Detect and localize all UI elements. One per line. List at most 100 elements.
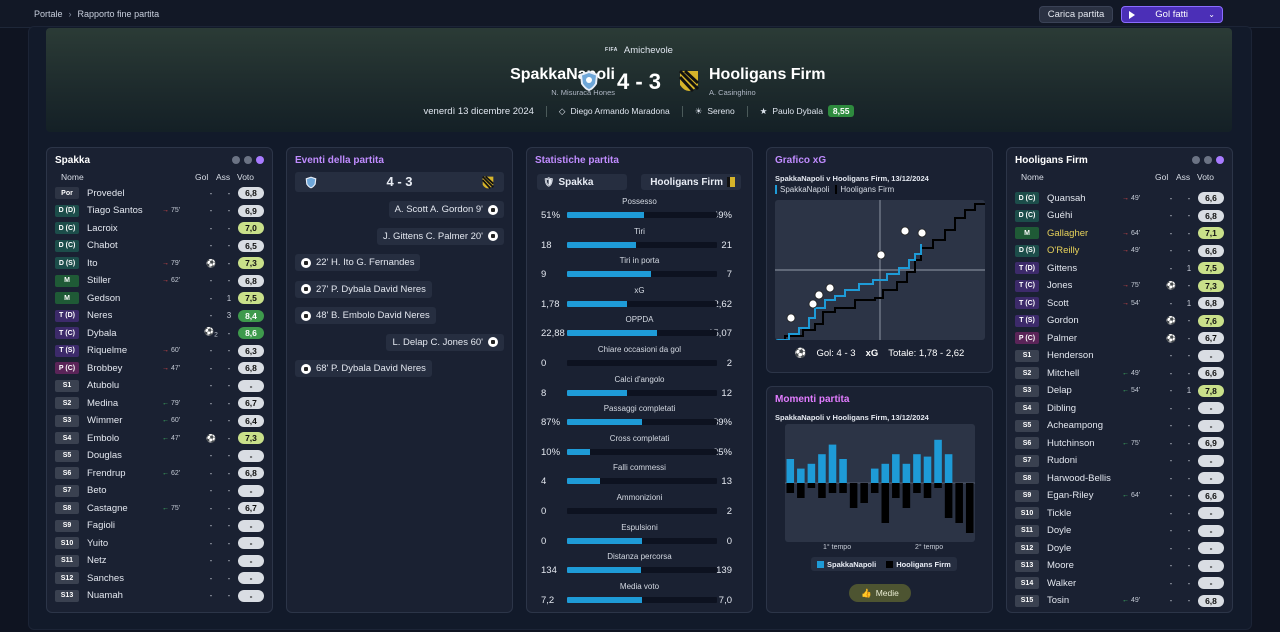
col-rating[interactable]: Voto bbox=[1197, 172, 1215, 182]
dot-icon[interactable] bbox=[256, 156, 264, 164]
player-name[interactable]: Tiago Santos bbox=[87, 205, 143, 216]
player-name[interactable]: Stiller bbox=[87, 275, 111, 286]
table-row[interactable]: S4 Embolo ← 47' ⚽ -7,3 bbox=[55, 430, 264, 446]
table-row[interactable]: S13 Nuamah - - - bbox=[55, 588, 264, 604]
averages-button[interactable]: 👍 Medie bbox=[849, 584, 911, 602]
player-name[interactable]: Tickle bbox=[1047, 507, 1072, 519]
away-team-name[interactable]: Hooligans Firm bbox=[709, 66, 826, 83]
table-row[interactable]: T (D) Neres - 3 8,4 bbox=[55, 308, 264, 324]
table-row[interactable]: S3 Wimmer ← 60' - -6,4 bbox=[55, 413, 264, 429]
player-name[interactable]: Ito bbox=[87, 257, 98, 269]
table-row[interactable]: S15 Tosin ← 49' - -6,8 bbox=[1015, 593, 1224, 609]
table-row[interactable]: P (C) Palmer ⚽ -6,7 bbox=[1015, 330, 1224, 346]
view-toggle[interactable] bbox=[232, 156, 264, 164]
table-row[interactable]: M Gedson - 1 7,5 bbox=[55, 290, 264, 306]
player-name[interactable]: Jones bbox=[1047, 280, 1073, 291]
table-row[interactable]: S6 Frendrup ← 62' - -6,8 bbox=[55, 465, 264, 481]
col-assists[interactable]: Ass bbox=[216, 172, 231, 182]
stats-away-tab[interactable]: Hooligans Firm bbox=[641, 174, 741, 190]
table-row[interactable]: S8 Harwood-Bellis - - - bbox=[1015, 470, 1224, 486]
event-item[interactable]: J. Gittens C. Palmer 20' bbox=[376, 227, 504, 245]
dot-icon[interactable] bbox=[232, 156, 240, 164]
player-name[interactable]: O'Reilly bbox=[1047, 245, 1080, 256]
player-name[interactable]: Gedson bbox=[87, 292, 121, 304]
player-name[interactable]: Medina bbox=[87, 397, 119, 409]
table-row[interactable]: D (S) O'Reilly → 49' - -6,6 bbox=[1015, 243, 1224, 259]
table-row[interactable]: M Stiller → 62' - -6,8 bbox=[55, 273, 264, 289]
home-team-name[interactable]: SpakkaNapoli bbox=[510, 66, 615, 83]
dot-icon[interactable] bbox=[1204, 156, 1212, 164]
player-name[interactable]: Beto bbox=[87, 485, 107, 496]
event-item[interactable]: L. Delap C. Jones 60' bbox=[386, 333, 504, 351]
player-name[interactable]: Neres bbox=[87, 310, 113, 321]
player-name[interactable]: Brobbey bbox=[87, 362, 123, 374]
table-row[interactable]: S12 Doyle - - - bbox=[1015, 540, 1224, 556]
table-row[interactable]: T (C) Jones → 75' ⚽ -7,3 bbox=[1015, 278, 1224, 294]
event-item[interactable]: 68' P. Dybala David Neres bbox=[295, 360, 432, 377]
player-name[interactable]: Lacroix bbox=[87, 222, 118, 234]
col-rating[interactable]: Voto bbox=[237, 172, 255, 182]
player-name[interactable]: Egan-Riley bbox=[1047, 490, 1094, 501]
table-row[interactable]: D (C) Quansah → 49' - -6,6 bbox=[1015, 190, 1224, 206]
table-row[interactable]: S5 Douglas - - - bbox=[55, 448, 264, 464]
table-row[interactable]: D (C) Lacroix - -7,0 bbox=[55, 220, 264, 236]
table-row[interactable]: D (S) Ito → 79' ⚽ -7,3 bbox=[55, 255, 264, 271]
player-name[interactable]: Yuito bbox=[87, 537, 109, 549]
table-row[interactable]: S13 Moore - - - bbox=[1015, 558, 1224, 574]
event-item[interactable]: 22' H. Ito G. Fernandes bbox=[295, 254, 421, 271]
player-name[interactable]: Hutchinson bbox=[1047, 437, 1095, 449]
stats-home-tab[interactable]: 🛡 Spakka bbox=[537, 174, 627, 190]
event-item[interactable]: A. Scott A. Gordon 9' bbox=[388, 201, 504, 218]
table-row[interactable]: D (D) Tiago Santos → 75' - -6,9 bbox=[55, 203, 264, 219]
table-row[interactable]: S12 Sanches - - - bbox=[55, 570, 264, 586]
table-row[interactable]: S10 Tickle - - - bbox=[1015, 505, 1224, 521]
player-name[interactable]: Netz bbox=[87, 555, 107, 566]
event-item[interactable]: 27' P. Dybala David Neres bbox=[295, 280, 432, 298]
player-name[interactable]: Dybala bbox=[87, 327, 117, 339]
table-row[interactable]: S1 Henderson - - - bbox=[1015, 348, 1224, 364]
table-row[interactable]: S7 Rudoni - - - bbox=[1015, 453, 1224, 469]
table-row[interactable]: S3 Delap ← 54' -1 7,8 bbox=[1015, 383, 1224, 399]
table-row[interactable]: S11 Netz - - - bbox=[55, 553, 264, 569]
table-row[interactable]: M Gallagher → 64' - -7,1 bbox=[1015, 225, 1224, 241]
player-name[interactable]: Walker bbox=[1047, 577, 1077, 589]
player-name[interactable]: Nuamah bbox=[87, 590, 123, 601]
player-name[interactable]: Palmer bbox=[1047, 332, 1078, 344]
player-name[interactable]: Doyle bbox=[1047, 525, 1072, 536]
player-name[interactable]: Atubolu bbox=[87, 380, 120, 391]
player-name[interactable]: Doyle bbox=[1047, 542, 1072, 554]
player-name[interactable]: Gallagher bbox=[1047, 227, 1089, 239]
table-row[interactable]: T (D) Gittens - 1 7,5 bbox=[1015, 260, 1224, 276]
view-toggle[interactable] bbox=[1192, 156, 1224, 164]
table-row[interactable]: S11 Doyle - - - bbox=[1015, 523, 1224, 539]
player-name[interactable]: Acheampong bbox=[1047, 420, 1103, 431]
player-name[interactable]: Tosin bbox=[1047, 595, 1070, 606]
player-name[interactable]: Fagioli bbox=[87, 520, 115, 531]
table-row[interactable]: T (S) Gordon ⚽ -7,6 bbox=[1015, 313, 1224, 329]
table-row[interactable]: D (C) Chabot - -6,5 bbox=[55, 238, 264, 254]
dot-icon[interactable] bbox=[1216, 156, 1224, 164]
load-match-button[interactable]: Carica partita bbox=[1039, 6, 1113, 23]
player-name[interactable]: Wimmer bbox=[87, 415, 123, 426]
event-item[interactable]: 48' B. Embolo David Neres bbox=[295, 307, 436, 324]
table-row[interactable]: S10 Yuito - - - bbox=[55, 535, 264, 551]
player-name[interactable]: Frendrup bbox=[87, 467, 126, 479]
player-name[interactable]: Sanches bbox=[87, 572, 124, 584]
player-name[interactable]: Provedel bbox=[87, 187, 125, 199]
goals-button[interactable]: Gol fatti ⌄ bbox=[1121, 6, 1223, 23]
table-row[interactable]: S9 Egan-Riley ← 64' - -6,6 bbox=[1015, 488, 1224, 504]
player-name[interactable]: Scott bbox=[1047, 297, 1069, 309]
dot-icon[interactable] bbox=[1192, 156, 1200, 164]
table-row[interactable]: T (C) Scott → 54' -1 6,8 bbox=[1015, 295, 1224, 311]
player-name[interactable]: Dibling bbox=[1047, 402, 1077, 414]
player-name[interactable]: Quansah bbox=[1047, 192, 1086, 204]
player-name[interactable]: Mitchell bbox=[1047, 367, 1080, 379]
table-row[interactable]: T (C) Dybala ⚽2-8,6 bbox=[55, 325, 264, 341]
player-name[interactable]: Gordon bbox=[1047, 315, 1079, 326]
table-row[interactable]: S14 Walker - - - bbox=[1015, 575, 1224, 591]
breadcrumb-home[interactable]: Portale bbox=[34, 9, 63, 19]
player-name[interactable]: Riquelme bbox=[87, 345, 128, 356]
dot-icon[interactable] bbox=[244, 156, 252, 164]
table-row[interactable]: S9 Fagioli - - - bbox=[55, 518, 264, 534]
table-row[interactable]: S4 Dibling - - - bbox=[1015, 400, 1224, 416]
